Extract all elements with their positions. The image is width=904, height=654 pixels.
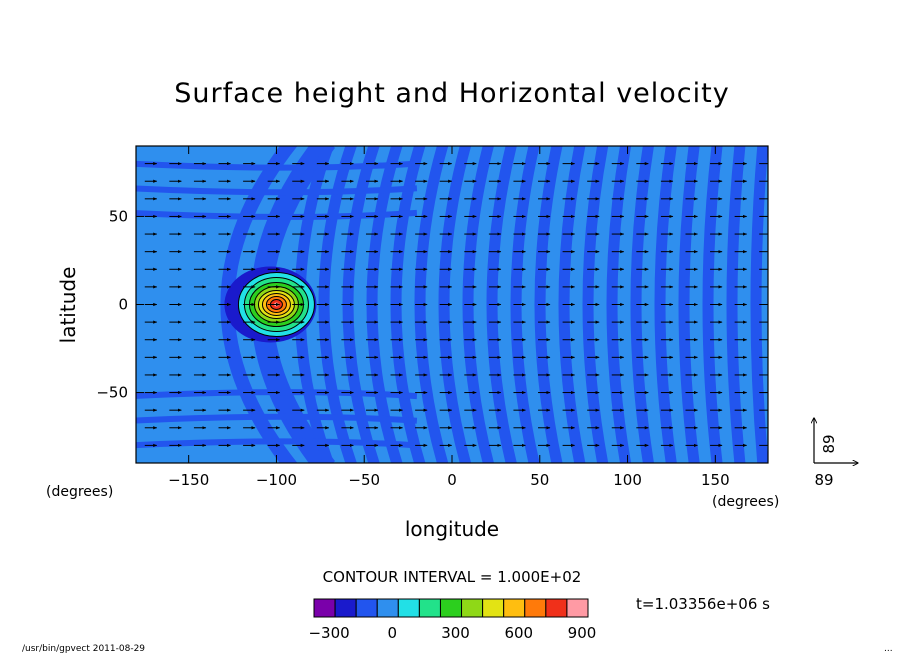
colorbar-tick-label: −300 (308, 624, 349, 642)
x-axis-ticks: −150 −100 −50 0 50 100 150 (168, 146, 730, 489)
contour-band (136, 209, 418, 220)
contour-band (654, 146, 677, 463)
colorbar-swatch (482, 598, 505, 618)
time-label: t=1.03356e+06 s (636, 595, 770, 613)
plot-area: −150 −100 −50 0 50 100 150 50 0 −50 (96, 145, 769, 489)
contour-interval-text: CONTOUR INTERVAL = 1.000E+02 (323, 568, 582, 586)
colorbar-swatch (461, 598, 484, 618)
colorbar-swatch (566, 598, 589, 618)
x-tick-label: 50 (530, 471, 549, 489)
contour-band (136, 438, 418, 449)
x-tick-label: −50 (348, 471, 380, 489)
x-tick-label: 0 (447, 471, 457, 489)
colorbar-swatch (418, 598, 441, 618)
vector-reference: 89 89 (814, 418, 858, 489)
contour-band (136, 413, 418, 424)
colorbar-swatch (524, 598, 547, 618)
x-tick-label: 100 (613, 471, 642, 489)
contour-band (702, 146, 723, 463)
x-tick-label: −150 (168, 471, 209, 489)
contour-band (630, 146, 654, 463)
chart-title: Surface height and Horizontal velocity (174, 78, 729, 109)
footer-right: ... (884, 644, 893, 654)
contour-band (136, 160, 418, 171)
y-units-label: (degrees) (46, 484, 113, 500)
x-units-label: (degrees) (712, 494, 779, 510)
colorbar-tick-label: 300 (441, 624, 470, 642)
contour-band (750, 146, 768, 463)
footer-left: /usr/bin/gpvect 2011-08-29 (22, 644, 145, 654)
y-tick-label: 0 (118, 296, 128, 314)
reference-y-label: 89 (820, 434, 838, 453)
contour-band (136, 185, 418, 196)
x-axis-label: longitude (405, 517, 499, 541)
y-tick-label: −50 (96, 384, 128, 402)
reference-x-label: 89 (814, 471, 833, 489)
colorbar-swatch (313, 598, 336, 618)
colorbar-tick-label: 900 (568, 624, 597, 642)
colorbar-swatch (503, 598, 526, 618)
y-axis-ticks: 50 0 −50 (96, 207, 768, 402)
x-tick-label: 150 (701, 471, 730, 489)
y-tick-label: 50 (109, 207, 128, 225)
colorbar-tick-label: 600 (504, 624, 533, 642)
velocity-vectors (144, 162, 768, 447)
contour-band (678, 146, 700, 463)
colorbar-swatch (545, 598, 568, 618)
colorbar-ticks: −300 0 300 600 900 (308, 624, 596, 642)
colorbar-swatch (355, 598, 378, 618)
colorbar-swatch (397, 598, 420, 618)
colorbar-tick-label: 0 (388, 624, 398, 642)
y-axis-label: latitude (56, 267, 80, 344)
contour-band (136, 389, 418, 400)
colorbar-swatch (334, 598, 357, 618)
colorbar-swatch (376, 598, 399, 618)
colorbar (313, 598, 589, 618)
colorbar-swatch (439, 598, 463, 618)
x-tick-label: −100 (256, 471, 297, 489)
contour-band (726, 146, 746, 463)
